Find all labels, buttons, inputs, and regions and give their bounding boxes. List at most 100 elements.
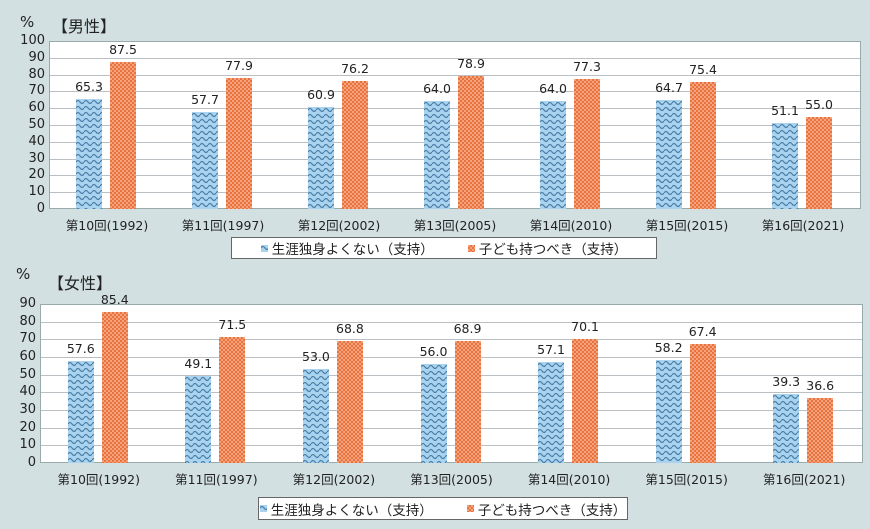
gridline [41,392,862,394]
y-unit-label: % [20,13,35,31]
y-tick-label: 60 [19,349,36,364]
bar [192,112,218,209]
data-label: 77.3 [573,59,601,75]
y-tick-label: 20 [28,167,45,183]
bar [458,76,484,209]
plot-area [49,41,861,209]
legend-label: 子ども持つべき（支持） [477,502,627,519]
wave-pattern-swatch-icon [260,244,268,252]
legend-item: 子ども持つべき（支持） [466,499,627,519]
data-label: 60.9 [307,86,335,102]
y-tick-label: 70 [19,331,36,347]
data-label: 57.6 [66,341,95,357]
x-tick-label: 第15回(2015) [645,472,728,487]
bar [420,364,447,463]
bar [655,360,682,463]
bar [538,362,565,463]
gridline [50,192,860,194]
checker-pattern-swatch-icon [466,505,474,512]
bar [308,106,334,209]
data-label: 51.1 [771,103,799,119]
data-label: 64.0 [423,81,451,97]
y-tick-label: 70 [28,83,45,99]
legend: 生涯独身よくない（支持） 子ども持つべき（支持） [258,497,628,520]
data-label: 55.0 [805,96,833,112]
gridline [41,321,862,323]
bar [454,341,481,463]
gridline [50,158,860,160]
data-label: 57.1 [537,342,565,358]
gridline [50,91,860,93]
data-label: 77.9 [225,58,253,74]
bar [336,341,363,463]
gridline [41,374,862,376]
data-label: 65.3 [75,79,103,95]
gridline [41,357,862,358]
legend-label: 子ども持つべき（支持） [478,242,628,258]
x-tick-label: 第11回(1997) [181,218,265,233]
bar [226,78,252,209]
data-label: 68.8 [336,321,364,337]
bar [574,79,600,209]
y-tick-label: 100 [20,33,45,48]
x-tick-label: 第13回(2005) [413,218,497,233]
y-tick-label: 50 [19,366,36,382]
chart-title: 【女性】 [48,274,113,293]
legend-label: 生涯独身よくない（支持） [270,502,433,519]
bar [807,398,834,463]
bar [110,62,136,209]
y-tick-label: 30 [28,150,45,166]
y-tick-label: 60 [28,100,45,116]
x-tick-label: 第14回(2010) [529,218,613,233]
y-tick-label: 20 [19,419,36,435]
gridline [41,427,862,429]
gridline [41,410,862,411]
bar [342,80,368,209]
y-tick-label: 40 [28,133,45,149]
data-label: 53.0 [302,349,330,365]
data-label: 39.3 [772,373,801,389]
y-tick-label: 50 [28,117,45,132]
bar [67,361,94,463]
data-label: 64.0 [539,81,567,97]
gridline [50,125,860,126]
data-label: 57.7 [191,92,219,108]
data-label: 36.6 [806,378,835,394]
data-label: 56.0 [419,344,448,360]
x-tick-label: 第16回(2021) [761,218,845,233]
data-label: 78.9 [457,56,485,72]
x-tick-label: 第13回(2005) [410,472,493,487]
bar [806,116,832,209]
bar [772,123,798,209]
bar [773,393,800,463]
wave-pattern-swatch-icon [259,505,267,512]
x-tick-label: 第12回(2002) [292,472,376,487]
legend-item: 生涯独身よくない（支持） [260,238,434,258]
gridline [41,339,862,341]
gridline [50,175,860,177]
legend-item: 生涯独身よくない（支持） [259,499,433,519]
bar [185,376,212,463]
bar [101,312,128,463]
x-tick-label: 第15回(2015) [645,218,729,233]
bar [302,369,329,463]
bar [540,101,566,209]
gridline [50,108,860,110]
data-label: 58.2 [654,340,683,356]
data-label: 85.4 [100,292,129,308]
data-label: 70.1 [571,319,599,335]
x-tick-label: 第16回(2021) [762,472,846,487]
y-unit-label: % [16,265,31,283]
bar [656,100,682,209]
plot-area [40,304,863,463]
data-label: 75.4 [689,62,717,78]
data-label: 64.7 [655,80,683,96]
y-tick-label: 90 [19,296,36,311]
y-tick-label: 0 [36,201,45,216]
chart-title: 【男性】 [52,17,117,36]
data-label: 49.1 [184,356,213,372]
legend-item: 子ども持つべき（支持） [467,238,628,258]
gridline [50,57,860,59]
y-tick-label: 10 [19,437,36,453]
